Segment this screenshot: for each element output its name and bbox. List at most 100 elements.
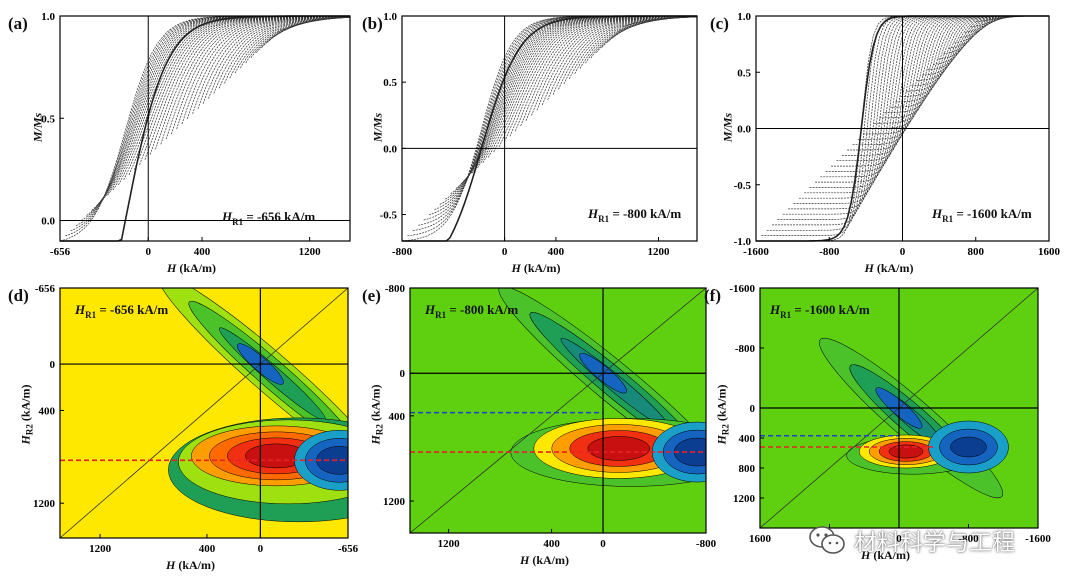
chart-panel-d: 1200 400 0 -656 -656 0 400 1200 (d) HR1 = -656 kA… [0, 280, 360, 585]
y-axis-label: HR2 (kA/m) [18, 384, 35, 445]
chart-panel-b: -800 0 400 1200 -0.5 0.0 0.5 1.0 (b) HR1 = -800 k… [360, 0, 720, 290]
x-tick-label: 800 [968, 246, 985, 258]
x-tick-label: -656 [50, 246, 71, 258]
forc-curve [91, 15, 350, 211]
forc-curve [450, 15, 697, 195]
forc-curve [412, 15, 697, 231]
forc-curve [809, 15, 1049, 188]
forc-curve [149, 15, 350, 155]
forc-curve [964, 15, 1049, 33]
panel-letter-b: (b) [362, 14, 383, 33]
y-tick-label: -656 [35, 283, 56, 295]
forc-curve [139, 15, 350, 165]
forc-curve [455, 15, 697, 189]
forc-curve [240, 16, 351, 69]
forc-curve [461, 15, 697, 184]
x-tick-label: 0 [600, 538, 606, 550]
forc-curve [70, 15, 350, 232]
y-tick-label: 400 [389, 411, 406, 423]
forc-curve [831, 15, 1049, 167]
plot-d: 1200 400 0 -656 -656 0 400 1200 [33, 283, 359, 555]
y-tick-label: -1.0 [734, 236, 752, 248]
diagonal-line [410, 288, 706, 533]
x-axis-label: H (kA/m) [864, 261, 914, 275]
forc-curve [531, 15, 697, 116]
forc-curve [612, 16, 698, 38]
forc-contours [60, 288, 348, 538]
hr-label-d: HR1 = -656 kA/m [75, 302, 169, 320]
blue-lobe-contour [316, 446, 348, 475]
x-tick-label: 1200 [438, 538, 461, 550]
plot-c: -1600 -800 0 800 1600 -1.0 -0.5 0.0 0.5 1.0 [734, 11, 1061, 258]
forc-curve [208, 15, 350, 99]
forc-curve [911, 15, 1049, 87]
y-tick-label: 1.0 [383, 11, 397, 23]
y-tick-label: -0.5 [380, 210, 398, 222]
forc-curve [197, 15, 350, 109]
hr-value: -656 kA/m [257, 209, 316, 224]
forc-curve [59, 15, 350, 242]
hr-label-c: HR1 = -1600 kA/m [932, 206, 1032, 224]
x-tick-label: -1600 [1025, 533, 1051, 545]
plot-e: 1200 400 0 -800 -800 0 400 1200 [383, 283, 717, 550]
forc-curve [229, 16, 350, 79]
forc-curve [144, 15, 350, 160]
forc-curve [96, 15, 350, 206]
x-tick-label: 1200 [299, 246, 322, 258]
hr-label-b: HR1 = -800 kA/m [588, 206, 682, 224]
y-axis-label: HR2 (kA/m) [714, 384, 731, 445]
hr-value: -800 kA/m [623, 206, 682, 221]
forc-curve [623, 16, 698, 27]
x-tick-label: 0 [896, 533, 902, 545]
x-axis-label: H (kA/m) [861, 548, 911, 562]
forc-curve [547, 15, 697, 100]
y-tick-label: 0.0 [383, 143, 397, 155]
forc-curve [868, 15, 1049, 129]
y-tick-label: -800 [735, 343, 756, 355]
forc-curve [192, 15, 350, 114]
forc-curve [439, 15, 697, 205]
x-tick-label: -800 [696, 538, 717, 550]
y-tick-label: 0 [400, 368, 406, 380]
forc-curve [761, 15, 1049, 236]
forc-curve [418, 15, 697, 226]
x-tick-label: 1600 [1038, 246, 1061, 258]
forc-curve [820, 15, 1049, 178]
forc-curve [793, 15, 1049, 204]
plot-a: -656 0 400 1200 0.0 0.5 1.0 [41, 11, 351, 258]
x-axis-label: H (kA/m) [511, 261, 561, 275]
peak-contour [587, 436, 651, 461]
hr-value: -1600 kA/m [805, 302, 870, 317]
y-tick-label: 800 [739, 463, 756, 475]
y-tick-label: 0 [50, 359, 56, 371]
x-tick-label: -1600 [743, 246, 769, 258]
x-tick-label: 0 [900, 246, 906, 258]
panel-letter-a: (a) [8, 14, 28, 33]
hr-value: -656 kA/m [110, 302, 169, 317]
forc-curve [123, 15, 350, 181]
x-tick-label: -800 [958, 533, 979, 545]
plot-frame [59, 287, 349, 539]
forc-curve [65, 15, 350, 237]
hr-label-a: HR1 = -656 kA/m [222, 209, 316, 227]
y-tick-label: 0.5 [737, 67, 751, 79]
forc-curve [777, 15, 1049, 220]
y-axis-label: HR2 (kA/m) [368, 384, 385, 445]
x-tick-label: -800 [392, 246, 413, 258]
diagonal-line [60, 288, 348, 538]
x-axis-label: H (kA/m) [520, 553, 570, 567]
x-tick-label: 1600 [749, 533, 772, 545]
forc-curve [86, 15, 350, 216]
chart-panel-c: -1600 -800 0 800 1600 -1.0 -0.5 0.0 0.5 1.0 (c) HR1… [700, 0, 1080, 290]
forc-curve [445, 15, 697, 200]
hr-value: -800 kA/m [460, 302, 519, 317]
forc-curve [428, 15, 697, 216]
forc-curve [798, 15, 1049, 199]
y-tick-label: 1.0 [41, 11, 55, 23]
plot-frame [59, 15, 351, 242]
y-tick-label: 1200 [733, 493, 756, 505]
y-tick-label: 0.0 [41, 216, 55, 228]
x-tick-label: 400 [543, 538, 560, 550]
x-tick-label: 1200 [89, 543, 112, 555]
y-tick-label: 400 [39, 405, 56, 417]
